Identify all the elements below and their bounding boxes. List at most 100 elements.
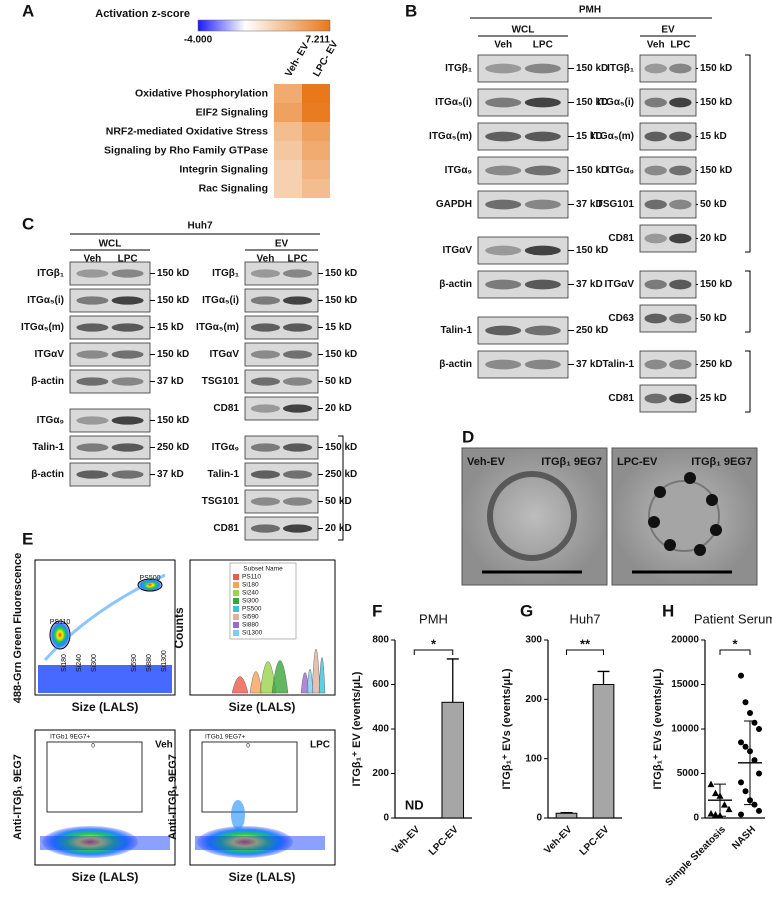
axis-label: Size (LALS) bbox=[229, 700, 296, 714]
legend-swatch bbox=[233, 574, 239, 580]
blot-band bbox=[76, 377, 109, 386]
gate-label: ITGb1 9EG7+ bbox=[50, 734, 90, 741]
bracket bbox=[338, 435, 344, 541]
bead-label: Si590 bbox=[131, 654, 138, 672]
vesicle bbox=[487, 471, 577, 561]
blot-label: β-actin bbox=[31, 469, 64, 480]
column-label: Veh- EV bbox=[283, 41, 311, 79]
histogram-peak bbox=[306, 669, 314, 694]
size-label: 150 kD bbox=[157, 295, 189, 306]
y-tick-label: 10000 bbox=[671, 724, 699, 735]
axis-label: Size (LALS) bbox=[72, 700, 139, 714]
legend-entry: Si300 bbox=[242, 598, 259, 605]
group-title: WCL bbox=[99, 239, 122, 250]
point bbox=[725, 805, 733, 813]
row-label: EIF2 Signaling bbox=[196, 106, 268, 118]
panel-label: F bbox=[372, 601, 382, 620]
blot-band bbox=[644, 199, 667, 210]
blot-band bbox=[282, 524, 313, 533]
point bbox=[756, 807, 762, 814]
y-tick-label: 400 bbox=[372, 724, 389, 735]
point bbox=[756, 770, 762, 777]
blot-label: ITGαV bbox=[443, 245, 473, 256]
heatmap-cell bbox=[302, 103, 330, 122]
gate bbox=[46, 741, 143, 813]
bead-label: Si1300 bbox=[161, 650, 168, 672]
blot-label: ITGβ₁ bbox=[607, 63, 634, 74]
blot-band bbox=[111, 470, 144, 479]
chart-title: PMH bbox=[419, 611, 448, 626]
point bbox=[721, 801, 728, 808]
gold-particle bbox=[664, 539, 676, 551]
panel-label: H bbox=[662, 601, 674, 620]
blot-band bbox=[282, 350, 313, 359]
blot-strip bbox=[639, 156, 697, 185]
bead-label: Si240 bbox=[76, 654, 83, 672]
blot-band bbox=[250, 296, 281, 305]
blot-band bbox=[250, 497, 281, 506]
group-title: WCL bbox=[512, 25, 535, 36]
gold-particle bbox=[684, 472, 696, 484]
gold-particle bbox=[694, 544, 706, 556]
size-label: 37 kD bbox=[576, 279, 603, 290]
blot-label: ITGα₅(i) bbox=[202, 295, 239, 306]
blot-band bbox=[76, 470, 109, 479]
bar bbox=[555, 812, 578, 819]
axis-label: 488-Grn Green Fluorescence bbox=[12, 553, 24, 703]
blot-band bbox=[282, 443, 313, 452]
bracket bbox=[745, 54, 751, 253]
size-label: 150 kD bbox=[576, 97, 608, 108]
heatmap-cell bbox=[274, 141, 302, 160]
blot-label: β-actin bbox=[439, 279, 472, 290]
panel-label: E bbox=[22, 529, 33, 548]
y-tick-label: 800 bbox=[372, 635, 389, 646]
blot-label: β-actin bbox=[439, 359, 472, 370]
error-bar bbox=[714, 783, 726, 817]
gold-particle bbox=[648, 516, 660, 528]
point bbox=[738, 811, 744, 818]
significance-bracket bbox=[566, 649, 604, 655]
point bbox=[707, 810, 715, 817]
blot-band bbox=[111, 296, 144, 305]
legend-box bbox=[229, 562, 297, 640]
blot-band bbox=[76, 416, 109, 425]
gate-count: 0 bbox=[246, 743, 250, 750]
blot-band bbox=[250, 350, 281, 359]
blot-label: ITGαV bbox=[605, 279, 635, 290]
blot-band bbox=[111, 377, 144, 386]
blot-band bbox=[644, 63, 667, 74]
lane-label: Veh bbox=[84, 254, 102, 265]
em-image bbox=[611, 447, 758, 586]
size-label: 150 kD bbox=[325, 442, 357, 453]
lane-label: LPC bbox=[118, 254, 138, 265]
size-label: 150 kD bbox=[157, 415, 189, 426]
blot-band bbox=[485, 63, 522, 74]
blot-band bbox=[644, 131, 667, 142]
legend-entry: PS110 bbox=[242, 574, 261, 581]
blot-band bbox=[485, 359, 522, 370]
blot-label: Talin-1 bbox=[603, 359, 635, 370]
error-bar bbox=[446, 658, 459, 703]
flow-trail bbox=[43, 573, 166, 662]
blot-band bbox=[485, 97, 522, 108]
heatmap-cell bbox=[302, 160, 330, 179]
significance-bracket bbox=[413, 649, 454, 655]
blot-band bbox=[111, 350, 144, 359]
size-label: 150 kD bbox=[700, 279, 732, 290]
size-label: 150 kD bbox=[325, 295, 357, 306]
blot-panel-title: Huh7 bbox=[188, 221, 213, 232]
point bbox=[707, 780, 715, 788]
value-label: ND bbox=[405, 797, 424, 812]
blot-band bbox=[644, 233, 667, 244]
blot-band bbox=[282, 296, 313, 305]
blot-band bbox=[76, 296, 109, 305]
blot-strip bbox=[477, 350, 569, 379]
gate-label: ITGb1 9EG7+ bbox=[205, 734, 245, 741]
blot-strip bbox=[477, 54, 569, 83]
size-label: 150 kD bbox=[700, 165, 732, 176]
blot-band bbox=[250, 404, 281, 413]
size-label: 250 kD bbox=[700, 359, 732, 370]
blot-band bbox=[250, 377, 281, 386]
blot-band bbox=[669, 97, 692, 108]
blot-label: ITGα₅(i) bbox=[597, 97, 634, 108]
